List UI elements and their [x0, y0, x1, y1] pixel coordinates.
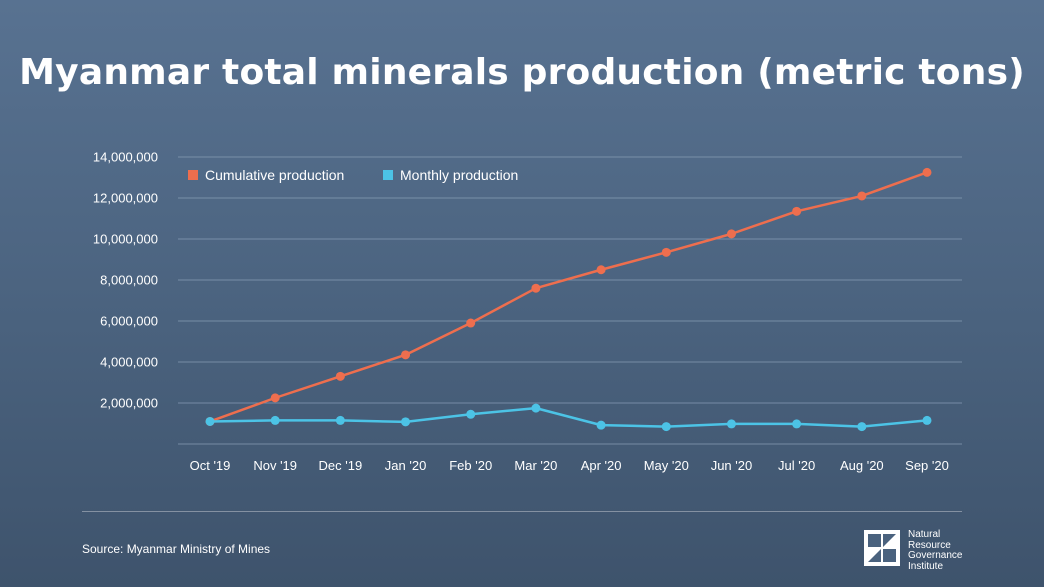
logo-line-3: Governance	[908, 550, 963, 561]
data-point-monthly	[335, 415, 345, 425]
y-tick-label: 12,000,000	[93, 191, 158, 206]
x-tick-label: Mar '20	[514, 458, 557, 473]
data-point-cumulative	[401, 350, 411, 360]
nrgi-logo-icon	[864, 530, 900, 566]
data-point-cumulative	[922, 167, 932, 177]
data-point-cumulative	[726, 229, 736, 239]
data-point-cumulative	[335, 371, 345, 381]
x-tick-label: Jul '20	[778, 458, 815, 473]
y-tick-label: 8,000,000	[100, 273, 158, 288]
chart-title: Myanmar total minerals production (metri…	[19, 52, 1025, 93]
legend-swatch	[188, 170, 198, 180]
y-tick-label: 10,000,000	[93, 232, 158, 247]
data-point-monthly	[792, 419, 802, 429]
x-tick-label: Jan '20	[385, 458, 427, 473]
y-tick-label: 4,000,000	[100, 355, 158, 370]
x-tick-label: Aug '20	[840, 458, 884, 473]
x-tick-label: Feb '20	[449, 458, 492, 473]
data-point-cumulative	[596, 265, 606, 275]
legend-label: Monthly production	[400, 167, 518, 183]
data-point-cumulative	[270, 393, 280, 403]
logo-line-1: Natural	[908, 529, 941, 540]
x-axis-ticks: Oct '19 Nov '19 Dec '19 Jan '20 Feb '20 Mar '…	[190, 458, 949, 473]
x-tick-label: May '20	[644, 458, 689, 473]
data-point-cumulative	[466, 318, 476, 328]
series-line-monthly	[209, 406, 928, 428]
x-tick-label: Jun '20	[711, 458, 753, 473]
data-point-monthly	[401, 417, 411, 427]
data-point-monthly	[466, 409, 476, 419]
legend-swatch	[383, 170, 393, 180]
series-lines	[205, 167, 932, 432]
data-point-monthly	[205, 416, 215, 426]
y-tick-label: 6,000,000	[100, 314, 158, 329]
legend-label: Cumulative production	[205, 167, 344, 183]
y-axis-ticks: 2,000,000 4,000,000 6,000,000 8,000,000 10,0…	[93, 150, 158, 411]
data-point-monthly	[270, 415, 280, 425]
data-point-cumulative	[792, 206, 802, 216]
data-point-cumulative	[531, 283, 541, 293]
data-point-cumulative	[857, 191, 867, 201]
data-point-monthly	[596, 420, 606, 430]
nrgi-logo: Natural Resource Governance Institute	[864, 529, 963, 572]
x-tick-label: Oct '19	[190, 458, 231, 473]
x-tick-label: Dec '19	[319, 458, 363, 473]
legend: Cumulative production Monthly production	[188, 167, 518, 183]
source-note: Source: Myanmar Ministry of Mines	[82, 542, 271, 556]
grid-lines	[178, 156, 962, 445]
x-tick-label: Apr '20	[581, 458, 622, 473]
footer-divider	[82, 511, 962, 512]
x-tick-label: Nov '19	[253, 458, 297, 473]
data-point-monthly	[661, 422, 671, 432]
logo-line-2: Resource	[908, 539, 951, 551]
data-point-monthly	[922, 415, 932, 425]
nrgi-logo-text: Natural Resource Governance Institute	[908, 529, 963, 572]
series-line-cumulative	[209, 171, 928, 423]
data-point-monthly	[726, 419, 736, 429]
y-tick-label: 2,000,000	[100, 396, 158, 411]
data-point-monthly	[857, 422, 867, 432]
data-point-monthly	[531, 403, 541, 413]
x-tick-label: Sep '20	[905, 458, 949, 473]
y-tick-label: 14,000,000	[93, 150, 158, 165]
data-point-cumulative	[661, 247, 671, 257]
logo-line-4: Institute	[908, 560, 944, 572]
